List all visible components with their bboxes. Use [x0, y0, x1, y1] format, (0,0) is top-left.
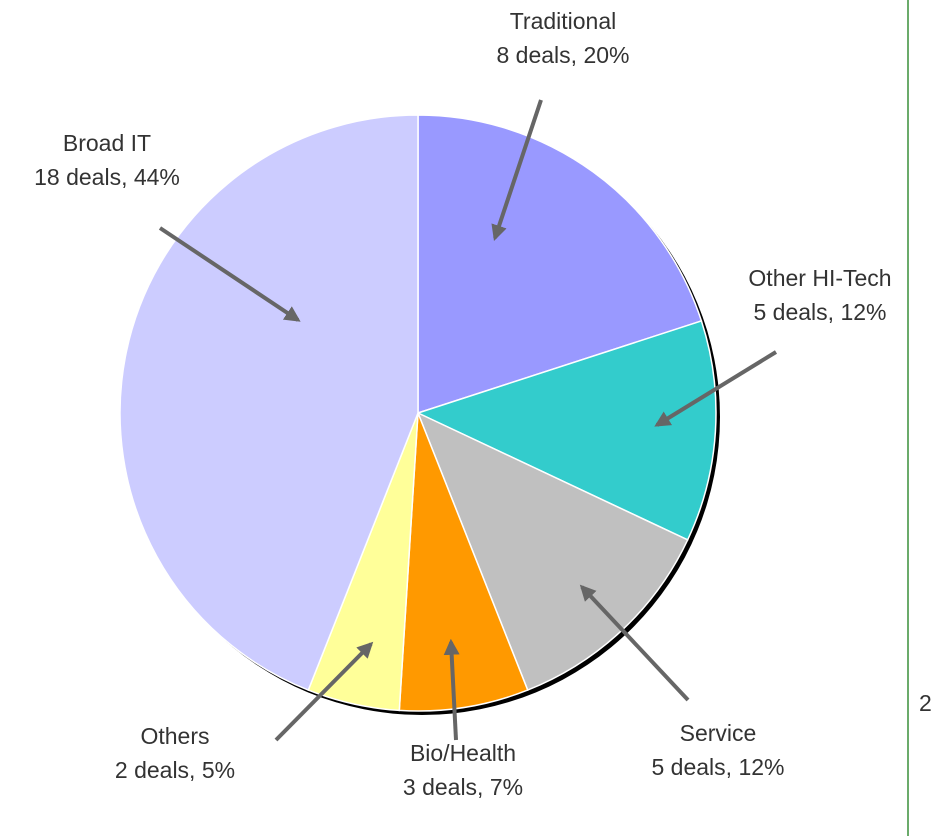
value-label: 18 deals, 44% — [34, 164, 180, 190]
pie-slice — [415, 319, 717, 541]
arrow — [158, 226, 301, 322]
pie-slice — [119, 114, 419, 692]
value-label: 2 deals, 5% — [115, 757, 235, 783]
pie — [119, 114, 720, 715]
pie-slice — [398, 412, 529, 712]
arrow — [654, 350, 778, 427]
value-label: 8 deals, 20% — [497, 42, 630, 68]
slice-label: Other HI-Tech — [748, 265, 891, 291]
arrows — [158, 99, 778, 742]
slice-label: Bio/Health — [410, 740, 516, 766]
arrow — [491, 99, 543, 242]
arrow — [443, 638, 460, 741]
slice-label: Traditional — [510, 8, 617, 34]
pie-slice — [417, 114, 703, 415]
annotation: 2 — [919, 690, 932, 716]
value-label: 5 deals, 12% — [652, 754, 785, 780]
value-label: 5 deals, 12% — [754, 299, 887, 325]
slice-label: Others — [140, 723, 209, 749]
slice-label: Broad IT — [63, 130, 151, 156]
arrow — [274, 641, 374, 742]
arrow — [579, 584, 690, 702]
slice-label: Service — [680, 720, 757, 746]
value-label: 3 deals, 7% — [403, 774, 523, 800]
